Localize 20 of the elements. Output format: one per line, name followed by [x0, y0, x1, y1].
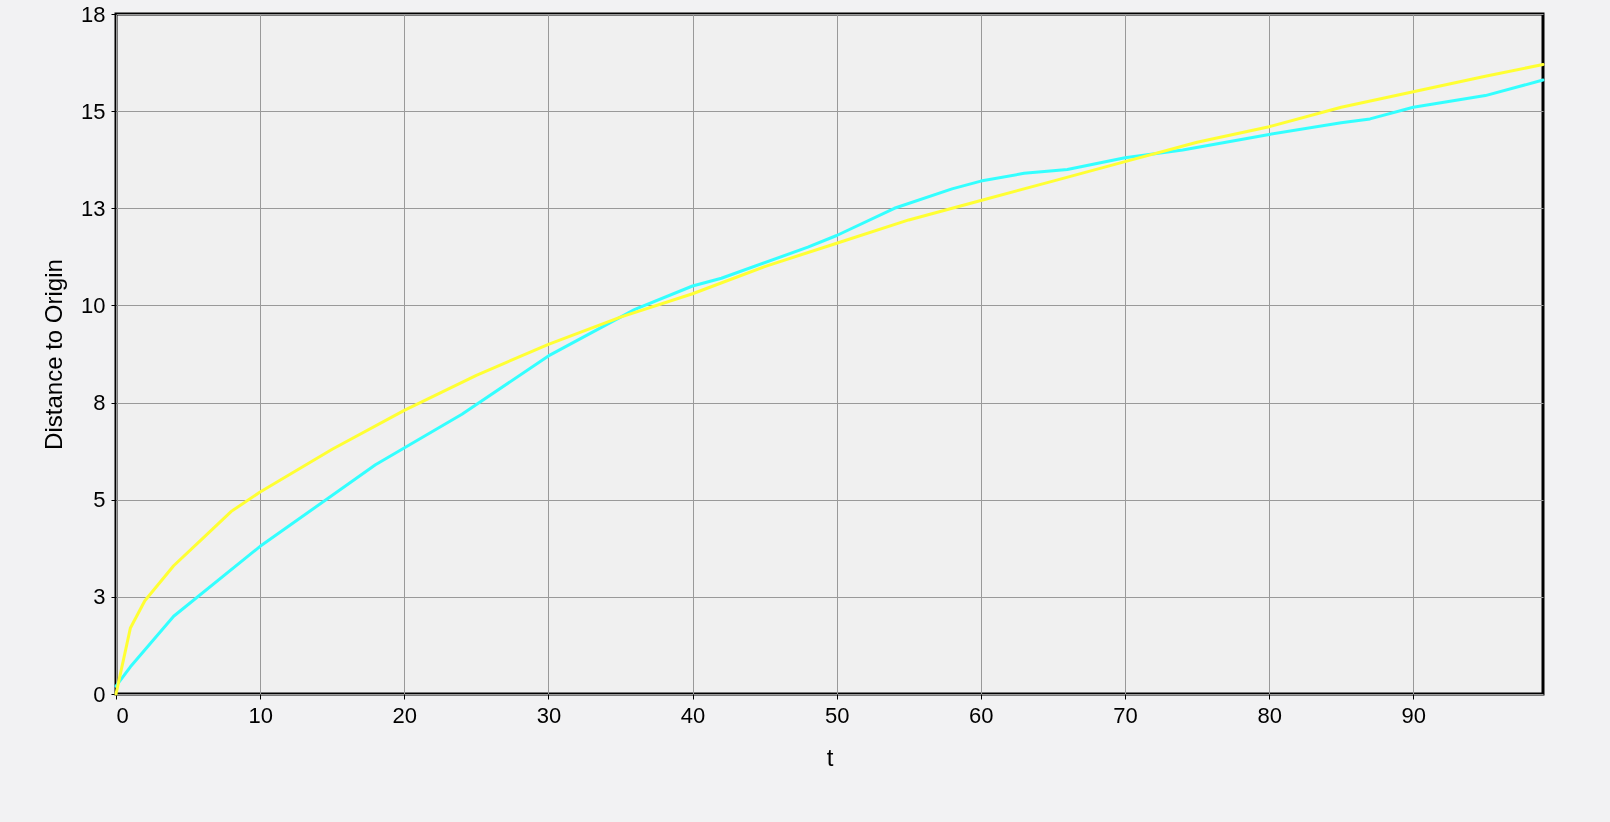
x-tick-label: 30: [536, 702, 562, 728]
x-tick-label: 70: [1113, 702, 1138, 728]
x-tick-label: 50: [824, 702, 850, 728]
y-tick-label: 18: [81, 1, 106, 27]
x-tick-label: 20: [392, 702, 418, 728]
y-tick-label: 15: [81, 98, 106, 124]
y-tick-label: 0: [93, 681, 106, 707]
x-tick-label: 80: [1257, 702, 1282, 728]
x-tick-label: 10: [248, 702, 273, 728]
x-tick-label: 0: [116, 702, 129, 728]
x-tick-label: 90: [1401, 702, 1427, 728]
x-tick-label: 60: [969, 702, 994, 728]
y-tick-label: 10: [81, 292, 106, 318]
y-tick-label: 8: [93, 390, 106, 416]
y-tick-label: 13: [81, 195, 106, 221]
y-axis-title: Distance to Origin: [40, 259, 68, 450]
y-tick-label: 3: [93, 584, 106, 610]
x-axis-title: t: [826, 743, 834, 771]
y-tick-label: 5: [93, 487, 106, 513]
x-tick-label: 40: [680, 702, 706, 728]
